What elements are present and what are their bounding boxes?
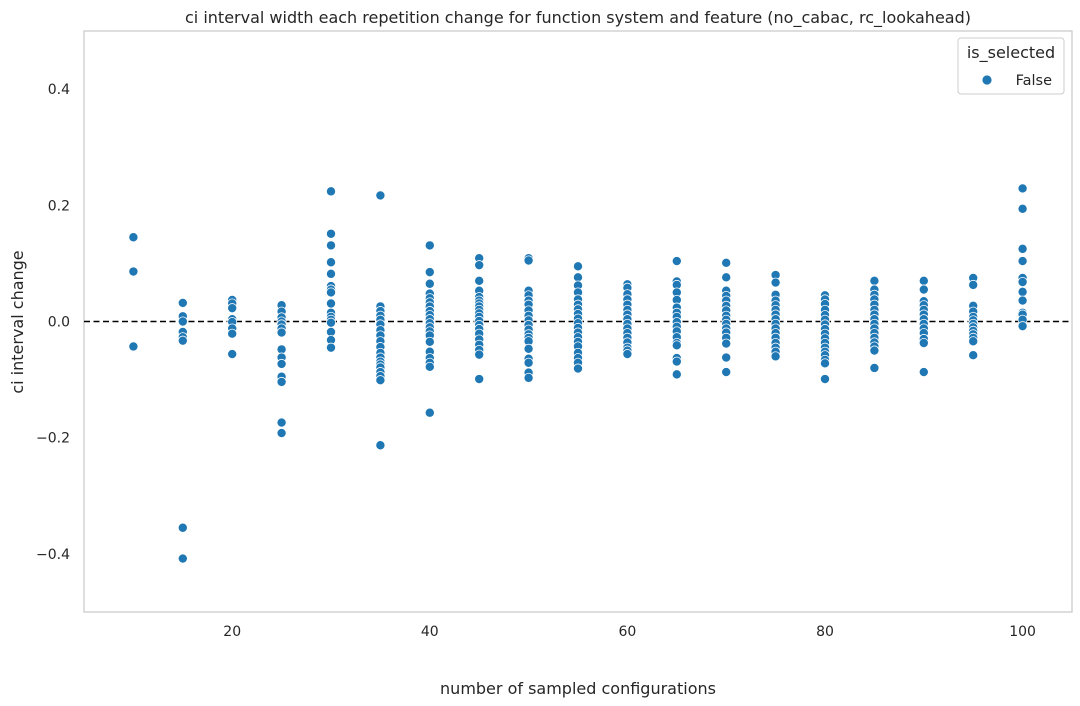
y-axis-title: ci interval change [8, 250, 27, 393]
data-point [721, 352, 732, 363]
data-point [820, 358, 831, 369]
chart-title: ci interval width each repetition change… [185, 8, 971, 28]
scatter-points [128, 183, 1028, 564]
data-point [721, 338, 732, 349]
y-tick-label: 0.0 [48, 315, 70, 331]
data-point [671, 369, 682, 380]
data-point [227, 349, 238, 360]
data-point [671, 340, 682, 351]
data-point [721, 257, 732, 268]
data-point [177, 522, 188, 533]
data-point [128, 232, 139, 243]
x-tick-label: 40 [421, 624, 439, 640]
data-point [573, 363, 584, 374]
data-point [671, 356, 682, 367]
data-point [424, 278, 435, 289]
x-axis: 20 40 60 80 100 [223, 624, 1036, 640]
data-point [474, 275, 485, 286]
data-point [968, 279, 979, 290]
data-point [1017, 295, 1028, 306]
y-tick-label: −0.2 [36, 431, 70, 447]
data-point [325, 317, 336, 328]
data-point [820, 374, 831, 385]
data-point [424, 240, 435, 251]
data-point [177, 335, 188, 346]
data-point [523, 372, 534, 383]
data-point [573, 261, 584, 272]
x-tick-label: 100 [1009, 624, 1036, 640]
data-point [1017, 183, 1028, 194]
data-point [474, 260, 485, 271]
data-point [918, 284, 929, 295]
y-tick-label: −0.4 [36, 547, 70, 563]
data-point [177, 297, 188, 308]
data-point [276, 358, 287, 369]
data-point [523, 357, 534, 368]
data-point [968, 350, 979, 361]
data-point [375, 375, 386, 386]
data-point [128, 266, 139, 277]
data-point [869, 275, 880, 286]
data-point [325, 186, 336, 197]
data-point [325, 268, 336, 279]
data-point [968, 336, 979, 347]
data-point [770, 351, 781, 362]
data-point [1017, 243, 1028, 254]
legend-label: False [1016, 73, 1052, 89]
x-tick-label: 20 [223, 624, 241, 640]
data-point [227, 303, 238, 314]
data-point [918, 337, 929, 348]
data-point [325, 298, 336, 309]
data-point [424, 407, 435, 418]
data-point [1017, 321, 1028, 332]
y-axis: −0.4 −0.2 0.0 0.2 0.4 [36, 82, 70, 563]
data-point [770, 277, 781, 288]
data-point [375, 190, 386, 201]
data-point [721, 367, 732, 378]
data-point [424, 361, 435, 372]
data-point [128, 341, 139, 352]
data-point [325, 257, 336, 268]
data-point [869, 362, 880, 373]
data-point [177, 553, 188, 564]
y-tick-label: 0.4 [48, 82, 70, 98]
data-point [227, 328, 238, 339]
x-tick-label: 80 [816, 624, 834, 640]
data-point [622, 349, 633, 360]
data-point [325, 240, 336, 251]
data-point [474, 349, 485, 360]
data-point [177, 316, 188, 327]
data-point [1017, 276, 1028, 287]
y-tick-label: 0.2 [48, 198, 70, 214]
data-point [918, 275, 929, 286]
x-axis-title: number of sampled configurations [440, 679, 716, 698]
data-point [276, 428, 287, 439]
data-point [375, 440, 386, 451]
data-point [671, 256, 682, 267]
data-point [721, 272, 732, 283]
x-tick-label: 60 [618, 624, 636, 640]
data-point [325, 228, 336, 239]
data-point [523, 255, 534, 266]
data-point [869, 345, 880, 356]
data-point [424, 267, 435, 278]
data-point [424, 336, 435, 347]
data-point [474, 374, 485, 385]
data-point [325, 287, 336, 298]
data-point [276, 327, 287, 338]
data-point [325, 342, 336, 353]
legend-title: is_selected [967, 43, 1055, 63]
legend: is_selected False [957, 37, 1065, 95]
data-point [1017, 256, 1028, 267]
data-point [1017, 286, 1028, 297]
data-point [1017, 203, 1028, 214]
legend-marker [981, 74, 993, 86]
data-point [276, 376, 287, 387]
data-point [523, 343, 534, 354]
data-point [918, 367, 929, 378]
data-point [276, 417, 287, 428]
